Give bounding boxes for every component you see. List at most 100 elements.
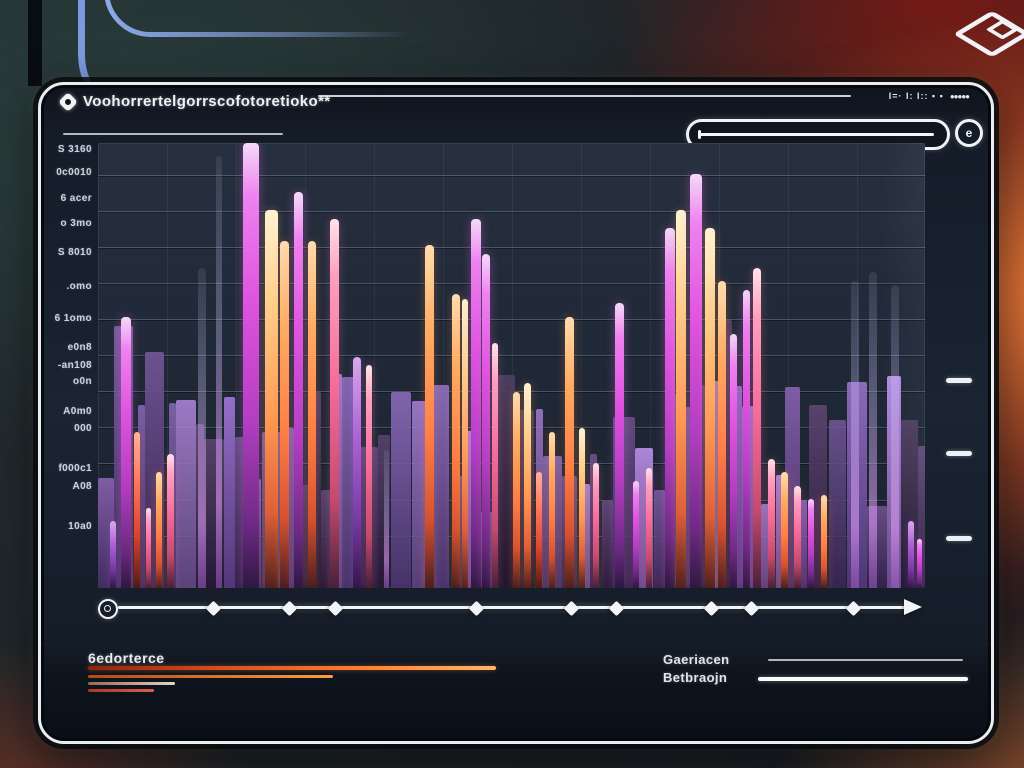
vertical-gridline	[581, 143, 582, 588]
waveform-base-column	[654, 490, 666, 588]
chart-bar	[821, 495, 827, 588]
slider-settings-icon[interactable]: e	[955, 119, 983, 147]
chart-plot-area	[98, 143, 925, 588]
chart-bar	[781, 472, 788, 588]
timeline-start-icon[interactable]	[98, 599, 118, 619]
waveform-base-column	[829, 420, 846, 588]
chart-bar	[471, 219, 481, 588]
y-axis-tick-label: 10a0	[68, 521, 92, 532]
chart-bar	[565, 317, 574, 588]
vertical-gridline	[305, 143, 306, 588]
waveform-base-column	[314, 392, 322, 588]
legend-left-title: 6edorterce	[88, 650, 165, 666]
chart-bar	[633, 481, 639, 588]
map-pin-icon	[58, 91, 78, 112]
title-row: Voohorrertelgorrscofotoretioko**	[58, 91, 331, 112]
y-axis-tick-label: o 3mo	[60, 218, 92, 229]
chart-bar	[513, 392, 520, 588]
y-axis-tick-label: A0m0	[63, 406, 92, 417]
right-tick-column	[946, 143, 976, 588]
right-tick-dash	[946, 536, 972, 541]
slider-track[interactable]	[698, 129, 934, 139]
chart-bar	[482, 254, 490, 588]
timeline-marker[interactable]	[281, 600, 298, 617]
waveform-base-column	[776, 475, 785, 588]
horizontal-gridline	[98, 247, 925, 248]
status-cluster: I=· I: I:: ▪ ▪ ●●●●●	[889, 91, 970, 101]
y-axis-tick-label: f000c1	[58, 463, 92, 474]
legend-gradient-bar	[88, 689, 154, 692]
waveform-base-column	[800, 500, 808, 588]
chart-bar	[705, 228, 715, 588]
timeline-marker[interactable]	[327, 600, 344, 617]
timeline-marker[interactable]	[468, 600, 485, 617]
diamond-logo-outer	[953, 10, 1024, 58]
waveform-base-column	[138, 405, 146, 588]
y-axis-tick-label: 000	[74, 423, 92, 434]
chart-bar	[593, 463, 599, 588]
waveform-base-column	[176, 400, 196, 588]
chart-bar	[134, 432, 140, 588]
chart-bar	[280, 241, 289, 588]
horizontal-gridline	[98, 283, 925, 284]
panel-title: Voohorrertelgorrscofotoretioko**	[83, 93, 331, 110]
y-axis-tick-label: 6 acer	[60, 193, 92, 204]
timeline-marker[interactable]	[703, 600, 720, 617]
waveform-base-column	[601, 500, 613, 588]
chart-bar	[768, 459, 775, 588]
chart-bar	[156, 472, 162, 588]
chart-bar	[579, 428, 585, 588]
waveform-base-column	[412, 401, 429, 588]
chart-bar	[110, 521, 116, 588]
chart-bar	[492, 343, 498, 588]
status-dots: ●●●●●	[949, 91, 970, 101]
y-axis: S 3160 0c0010 6 acer o 3mo S 8010 .omo 6 1omo e…	[45, 143, 94, 588]
horizontal-gridline	[98, 355, 925, 356]
chart-bar	[665, 228, 675, 588]
y-axis-tick-label: -an108	[57, 360, 92, 371]
decor-curve-inner	[104, 0, 439, 37]
chart-bar	[753, 268, 761, 588]
header-rule-line	[318, 95, 851, 97]
waveform-base-column	[734, 386, 743, 588]
timeline-marker[interactable]	[845, 600, 862, 617]
chart-bar	[308, 241, 316, 588]
chart-bar	[294, 192, 303, 588]
decor-dark-strip	[28, 0, 42, 86]
y-axis-tick-label: 0c0010	[56, 167, 92, 178]
chart-bar	[330, 219, 339, 588]
timeline-marker[interactable]	[205, 600, 222, 617]
chart-bar	[917, 539, 922, 588]
vertical-gridline	[788, 143, 789, 588]
chart-bar	[384, 450, 389, 588]
vertical-gridline	[443, 143, 444, 588]
legend-line	[768, 659, 963, 661]
timeline-marker[interactable]	[563, 600, 580, 617]
waveform-base-column	[464, 431, 475, 588]
waveform-base-column	[98, 478, 114, 588]
legend-right-label-1: Gaeriacen	[663, 652, 730, 667]
chart-bar	[743, 290, 750, 588]
timeline-marker[interactable]	[608, 600, 625, 617]
waveform-base-column	[582, 484, 591, 588]
timeline-line[interactable]	[118, 606, 908, 609]
chart-bar	[869, 272, 877, 588]
waveform-base-column	[496, 375, 515, 588]
chart-bar	[646, 468, 652, 588]
chart-bar	[891, 285, 899, 588]
panel-footer: 6edorterce Gaeriacen Betbraojn	[41, 643, 991, 741]
waveform-base-column	[224, 397, 235, 588]
chart-bar	[425, 245, 434, 588]
timeline-scrubber[interactable]	[98, 597, 938, 621]
waveform-base-column	[390, 392, 411, 588]
y-axis-tick-label: o0n	[73, 376, 92, 387]
chart-bar	[851, 281, 859, 588]
timeline-marker[interactable]	[743, 600, 760, 617]
legend-left: 6edorterce	[88, 644, 518, 741]
legend-right: Gaeriacen Betbraojn	[663, 644, 983, 741]
chart-bar	[452, 294, 460, 588]
chart-bar	[536, 472, 542, 588]
chart-bar	[730, 334, 737, 588]
vertical-gridline	[512, 143, 513, 588]
chart-bar	[908, 521, 914, 588]
